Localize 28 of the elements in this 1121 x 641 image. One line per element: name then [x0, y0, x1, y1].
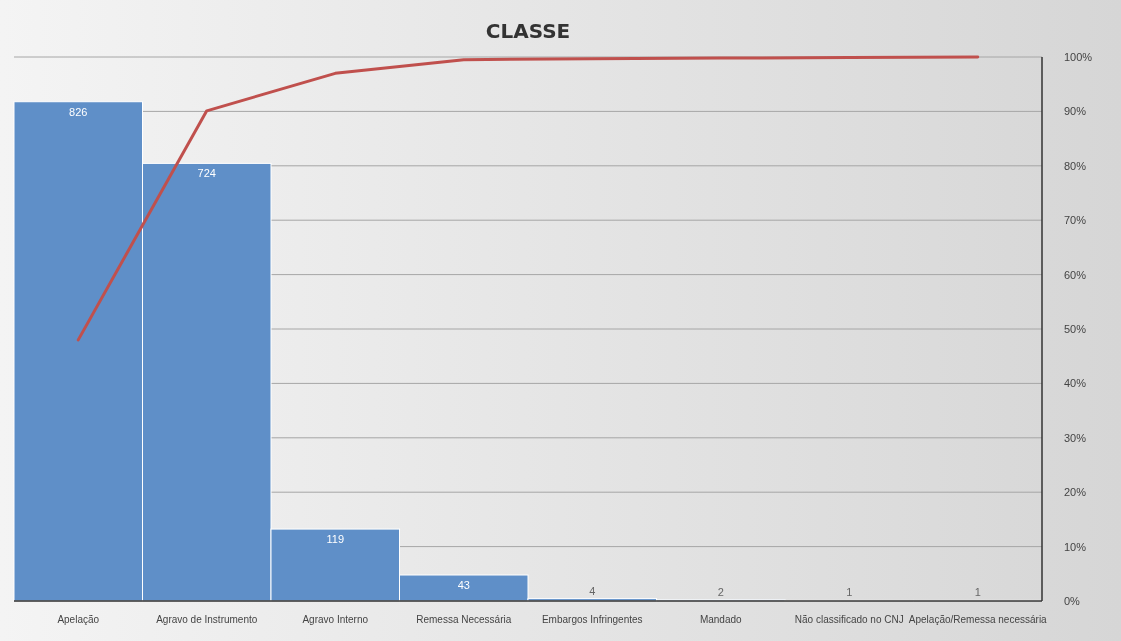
x-tick-label: Mandado — [699, 614, 743, 625]
chart-title: CLASSE — [485, 19, 571, 43]
data-label: 724 — [197, 167, 216, 180]
x-tick-label: Apelação — [57, 614, 100, 625]
y2-tick-label: 60% — [1064, 268, 1087, 281]
data-label: 1 — [846, 586, 853, 599]
data-label: 2 — [717, 585, 724, 598]
y2-tick-label: 30% — [1064, 431, 1087, 444]
y2-tick-label: 70% — [1064, 214, 1087, 227]
y2-tick-label: 80% — [1064, 159, 1087, 172]
x-tick-label: Agravo Interno — [302, 614, 369, 625]
y2-tick-label: 90% — [1064, 105, 1087, 118]
y2-tick-label: 0% — [1064, 595, 1081, 607]
y2-tick-label: 50% — [1064, 323, 1087, 335]
data-label: 1 — [974, 586, 981, 599]
x-tick-label: Remessa Necessária — [416, 614, 512, 625]
y2-tick-label: 100% — [1064, 51, 1093, 63]
x-tick-label: Agravo de Instrumento — [156, 614, 258, 625]
x-tick-label: Apelação/Remessa necessária — [908, 614, 1048, 625]
y2-tick-label: 10% — [1064, 540, 1087, 553]
data-label: 826 — [69, 105, 88, 118]
data-label: 4 — [589, 584, 596, 597]
data-label: 119 — [326, 533, 345, 546]
y2-tick-label: 40% — [1064, 377, 1087, 390]
y2-tick-label: 20% — [1064, 486, 1087, 499]
x-tick-label: Embargos Infringentes — [541, 614, 643, 625]
data-label: 43 — [457, 579, 470, 592]
x-tick-label: Não classificado no CNJ — [794, 614, 904, 625]
